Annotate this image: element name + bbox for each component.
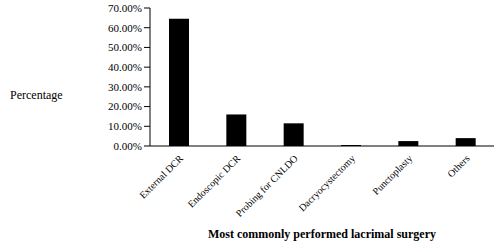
svg-text:Probing for CNLDO: Probing for CNLDO	[233, 153, 299, 219]
svg-text:Dacryocystectomy: Dacryocystectomy	[296, 153, 357, 214]
svg-text:30.00%: 30.00%	[108, 81, 142, 93]
svg-text:Endoscopic DCR: Endoscopic DCR	[185, 152, 242, 209]
svg-text:50.00%: 50.00%	[108, 41, 142, 53]
svg-text:40.00%: 40.00%	[108, 61, 142, 73]
svg-text:External DCR: External DCR	[137, 152, 185, 200]
svg-text:0.00%: 0.00%	[114, 140, 142, 152]
svg-text:60.00%: 60.00%	[108, 22, 142, 34]
svg-text:Punctoplasty: Punctoplasty	[370, 153, 414, 197]
svg-text:Others: Others	[445, 153, 472, 180]
html-text:Most commonly performed lacrim: Most commonly performed lacrimal surgery	[208, 227, 436, 241]
html-text:Percentage: Percentage	[10, 88, 63, 102]
svg-text:10.00%: 10.00%	[108, 120, 142, 132]
svg-text:70.00%: 70.00%	[108, 2, 142, 14]
svg-text:20.00%: 20.00%	[108, 100, 142, 112]
